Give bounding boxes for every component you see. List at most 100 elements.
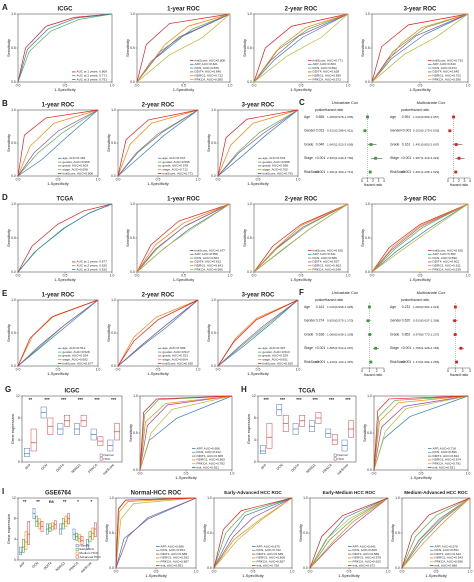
panel-label: H [241,385,247,394]
y-tick-label: 12 [252,394,256,398]
legend-label: NDRG1, AUC=0.578 [353,556,382,560]
legend-label: DDIT4, AUC=0.812 [433,454,460,458]
y-tick-label: 0.0 [111,174,116,178]
row-label: Age [390,115,396,119]
x-tick-label: PRKCA [322,462,334,474]
y-tick-label: 0.5 [365,236,370,240]
hazard-ratio-label: 1.865(1.514-2.297) [327,346,353,350]
legend-label: PRKCA, AUC=0.791 [433,462,462,466]
plot-frame [257,395,357,463]
box [331,434,338,445]
x-tick-label: NDRG1 [305,463,316,474]
roc-curve [253,203,349,273]
y-tick-label: 0.5 [130,236,135,240]
x-tick-label: PRKCA [68,560,80,572]
legend-label: Medium HCC [80,551,99,555]
y-tick-label: 0.5 [211,331,216,335]
y-axis-label: Sensitivity [6,229,11,247]
x-tick-label: AFP [24,462,32,470]
legend-label: gender, AUC=0.513 [263,350,290,354]
legend-label: Normal [104,453,114,457]
legend-label: PRKCA, AUC=0.625 [353,560,382,564]
column-header: Hazard ratio [325,298,344,302]
hazard-ratio [452,115,455,119]
legend-label: DCN, AUC=0.896 [433,450,458,454]
roc-curve [217,109,299,177]
y-tick-label: 0.5 [11,236,16,240]
x-axis-label: 1-Specificity [409,87,431,92]
y-tick-label: 0.0 [130,270,135,274]
legend-label: AFP, AUC=0.552 [433,252,457,256]
y-axis-label: Gene expression [10,414,15,444]
legend-label: DCN, AUC=0.954 [161,548,186,552]
y-tick-label: 0.0 [109,566,114,570]
legend-label: DCN, AUC=0.586 [313,256,338,260]
legend-label: HCC [338,457,345,461]
roc-curve [139,395,233,471]
x-tick-label: 0 [447,369,449,373]
legend-label: AFP, AUC=0.558 [195,252,219,256]
x-tick-label: 1.0 [468,569,473,573]
x-tick-label: 0.5 [419,471,424,475]
x-axis-label: 1-Specificity [173,277,195,282]
legend-label: NDRG1, AUC=0.712 [195,74,224,78]
chart-title: Early-Medium HCC ROC [323,490,377,495]
hazard-ratio-label: 1.766(1.428-2.184) [413,346,439,350]
legend-label: DDIT4, AUC=0.556 [353,552,380,556]
y-axis-label: Sensitivity [106,324,111,342]
hazard-ratio-label: 0.978(0.773-1.237) [413,332,439,336]
legend-label: PRKCA, AUC=0.782 [197,462,226,466]
chart-title: 3-year ROC [404,197,437,203]
legend-label: DCN, AUC=0.651 [435,548,460,552]
x-axis-label: 1-Specificity [173,87,195,92]
y-tick-label: 1.0 [111,298,116,302]
roc-curve [401,497,471,569]
x-axis-label: 1-Specificity [425,573,447,578]
row-label: RiskScore [390,360,406,364]
roc-curve [17,13,113,83]
y-tick-label: 1.0 [365,202,370,206]
y-axis-label: Sensitivity [104,524,109,542]
legend-label: DDIT4, AUC=0.597 [313,260,340,264]
y-tick-label: 1.0 [11,298,16,302]
legend-label: riskScore, AUC=0.771 [313,58,344,62]
x-tick-label: 0.0 [114,569,119,573]
roc-curve [309,497,389,569]
legend-swatch [333,457,337,461]
panel-label: B [2,99,8,108]
roc-curve [371,13,469,83]
y-tick-label: 0 [14,558,16,562]
legend-label: stage, AUC=0.698 [63,168,88,172]
x-tick-label: 0.0 [400,569,405,573]
row-label: Gender [390,319,402,323]
roc-curve [136,13,231,83]
p-value: <0.001 [315,346,326,350]
y-tick-label: 0.5 [395,531,400,535]
y-tick-label: 1.0 [211,298,216,302]
x-tick-label: 2 [462,369,464,373]
significance: ** [23,499,27,504]
chart-title: 2-year ROC [142,293,175,299]
x-tick-label: 0.5 [434,569,439,573]
y-tick-label: 1.0 [109,496,114,500]
legend-label: DCN, AUC=0.671 [433,66,458,70]
x-axis-label: Hazard ratio [450,373,469,377]
legend-label: riskScore, AUC=0.677 [63,361,94,365]
y-tick-label: 0.5 [303,531,308,535]
x-axis-label: 1-Specificity [247,371,269,376]
x-tick-label: 1.0 [110,83,115,87]
y-tick-label: 1.0 [367,394,372,398]
roc-curve [17,109,99,177]
x-axis-label: 1-Specificity [147,371,169,376]
x-tick-label: 0.5 [418,83,423,87]
row-label: Stage [304,346,313,350]
x-tick-label: DCN [276,463,284,471]
roc-curve [217,109,299,177]
roc-curve [217,109,299,177]
roc-curve [17,203,113,273]
legend-label: gender, AUC=0.517 [163,350,190,354]
hazard-ratio-label: 1.170(1.082-1.265) [413,360,439,364]
roc-curve [217,109,299,177]
x-axis-label: 1-Specificity [145,573,167,578]
y-axis-label: Sensitivity [242,39,247,57]
